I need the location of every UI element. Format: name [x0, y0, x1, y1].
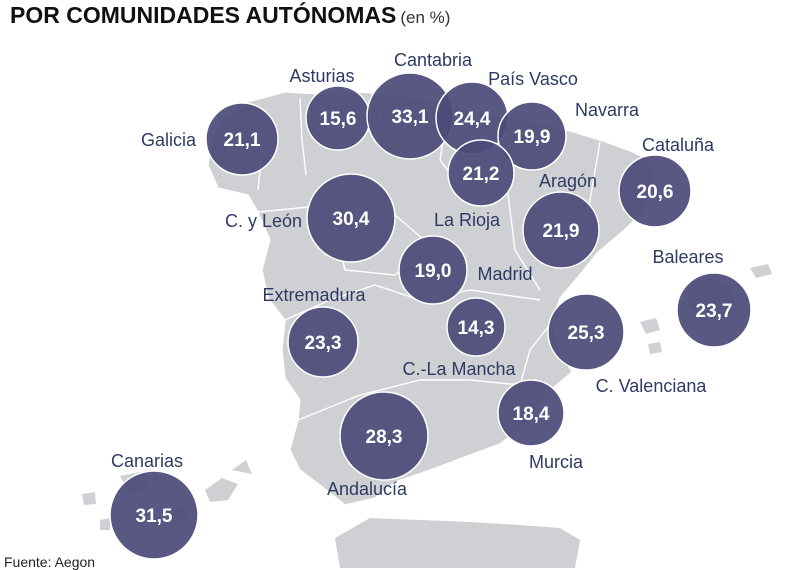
bubble-andalucia — [339, 391, 429, 481]
title-text: POR COMUNIDADES AUTÓNOMAS — [10, 2, 397, 28]
title-unit: (en %) — [400, 8, 451, 27]
value-madrid: 19,0 — [415, 261, 452, 282]
value-canarias: 31,5 — [136, 506, 173, 527]
north-africa-shape — [335, 518, 580, 568]
label-baleares: Baleares — [652, 247, 723, 267]
bubble-c-y-leon — [306, 173, 396, 263]
value-cataluna: 20,6 — [637, 182, 674, 203]
label-la-rioja: La Rioja — [434, 210, 501, 230]
bubble-murcia — [497, 379, 565, 447]
label-extremadura: Extremadura — [262, 285, 366, 305]
label-navarra: Navarra — [575, 100, 640, 120]
value-cantabria: 33,1 — [392, 107, 429, 128]
label-asturias: Asturias — [289, 66, 354, 86]
value-c-la-mancha: 14,3 — [458, 318, 495, 339]
value-galicia: 21,1 — [224, 130, 261, 151]
value-murcia: 18,4 — [513, 404, 550, 425]
label-galicia: Galicia — [141, 130, 197, 150]
value-baleares: 23,7 — [696, 301, 733, 322]
bubble-extremadura — [287, 306, 359, 378]
label-pais-vasco: País Vasco — [488, 69, 578, 89]
bubble-c-la-mancha — [446, 297, 506, 357]
value-aragon: 21,9 — [543, 221, 580, 242]
label-canarias: Canarias — [111, 451, 183, 471]
value-asturias: 15,6 — [320, 109, 357, 130]
label-andalucia: Andalucía — [327, 479, 408, 499]
bubble-aragon — [522, 191, 600, 269]
bubble-navarra — [497, 101, 567, 171]
bubble-cataluna — [618, 154, 692, 228]
chart-title: POR COMUNIDADES AUTÓNOMAS (en %) — [10, 2, 450, 29]
value-pais-vasco: 24,4 — [454, 109, 491, 130]
label-layer: Galicia Asturias Cantabria País Vasco Navarr… — [111, 50, 724, 499]
formentera-shape — [648, 342, 662, 354]
value-c-y-leon: 30,4 — [333, 209, 370, 230]
menorca-shape — [750, 264, 772, 278]
bubble-madrid — [398, 235, 468, 305]
label-cataluna: Cataluña — [642, 135, 715, 155]
value-extremadura: 23,3 — [305, 333, 342, 354]
ibiza-shape — [640, 318, 660, 334]
label-c-valenciana: C. Valenciana — [596, 376, 708, 396]
value-andalucia: 28,3 — [366, 427, 403, 448]
label-c-y-leon: C. y León — [225, 211, 302, 231]
value-c-valenciana: 25,3 — [568, 323, 605, 344]
canarias-shape — [82, 460, 252, 530]
value-navarra: 19,9 — [514, 127, 551, 148]
bubble-c-valenciana — [547, 293, 625, 371]
label-c-la-mancha: C.-La Mancha — [402, 359, 516, 379]
label-aragon: Aragón — [539, 171, 597, 191]
label-cantabria: Cantabria — [394, 50, 473, 70]
bubble-baleares — [676, 272, 752, 348]
bubble-galicia — [205, 102, 279, 176]
bubble-layer: 21,1 15,6 33,1 24,4 19,9 21,2 20,6 21,9 30,4 19,0… — [109, 72, 752, 560]
bubble-canarias — [109, 470, 199, 560]
bubble-la-rioja — [447, 139, 515, 207]
label-murcia: Murcia — [529, 452, 584, 472]
label-madrid: Madrid — [477, 264, 532, 284]
value-la-rioja: 21,2 — [463, 164, 500, 185]
source-note: Fuente: Aegon — [4, 554, 96, 570]
